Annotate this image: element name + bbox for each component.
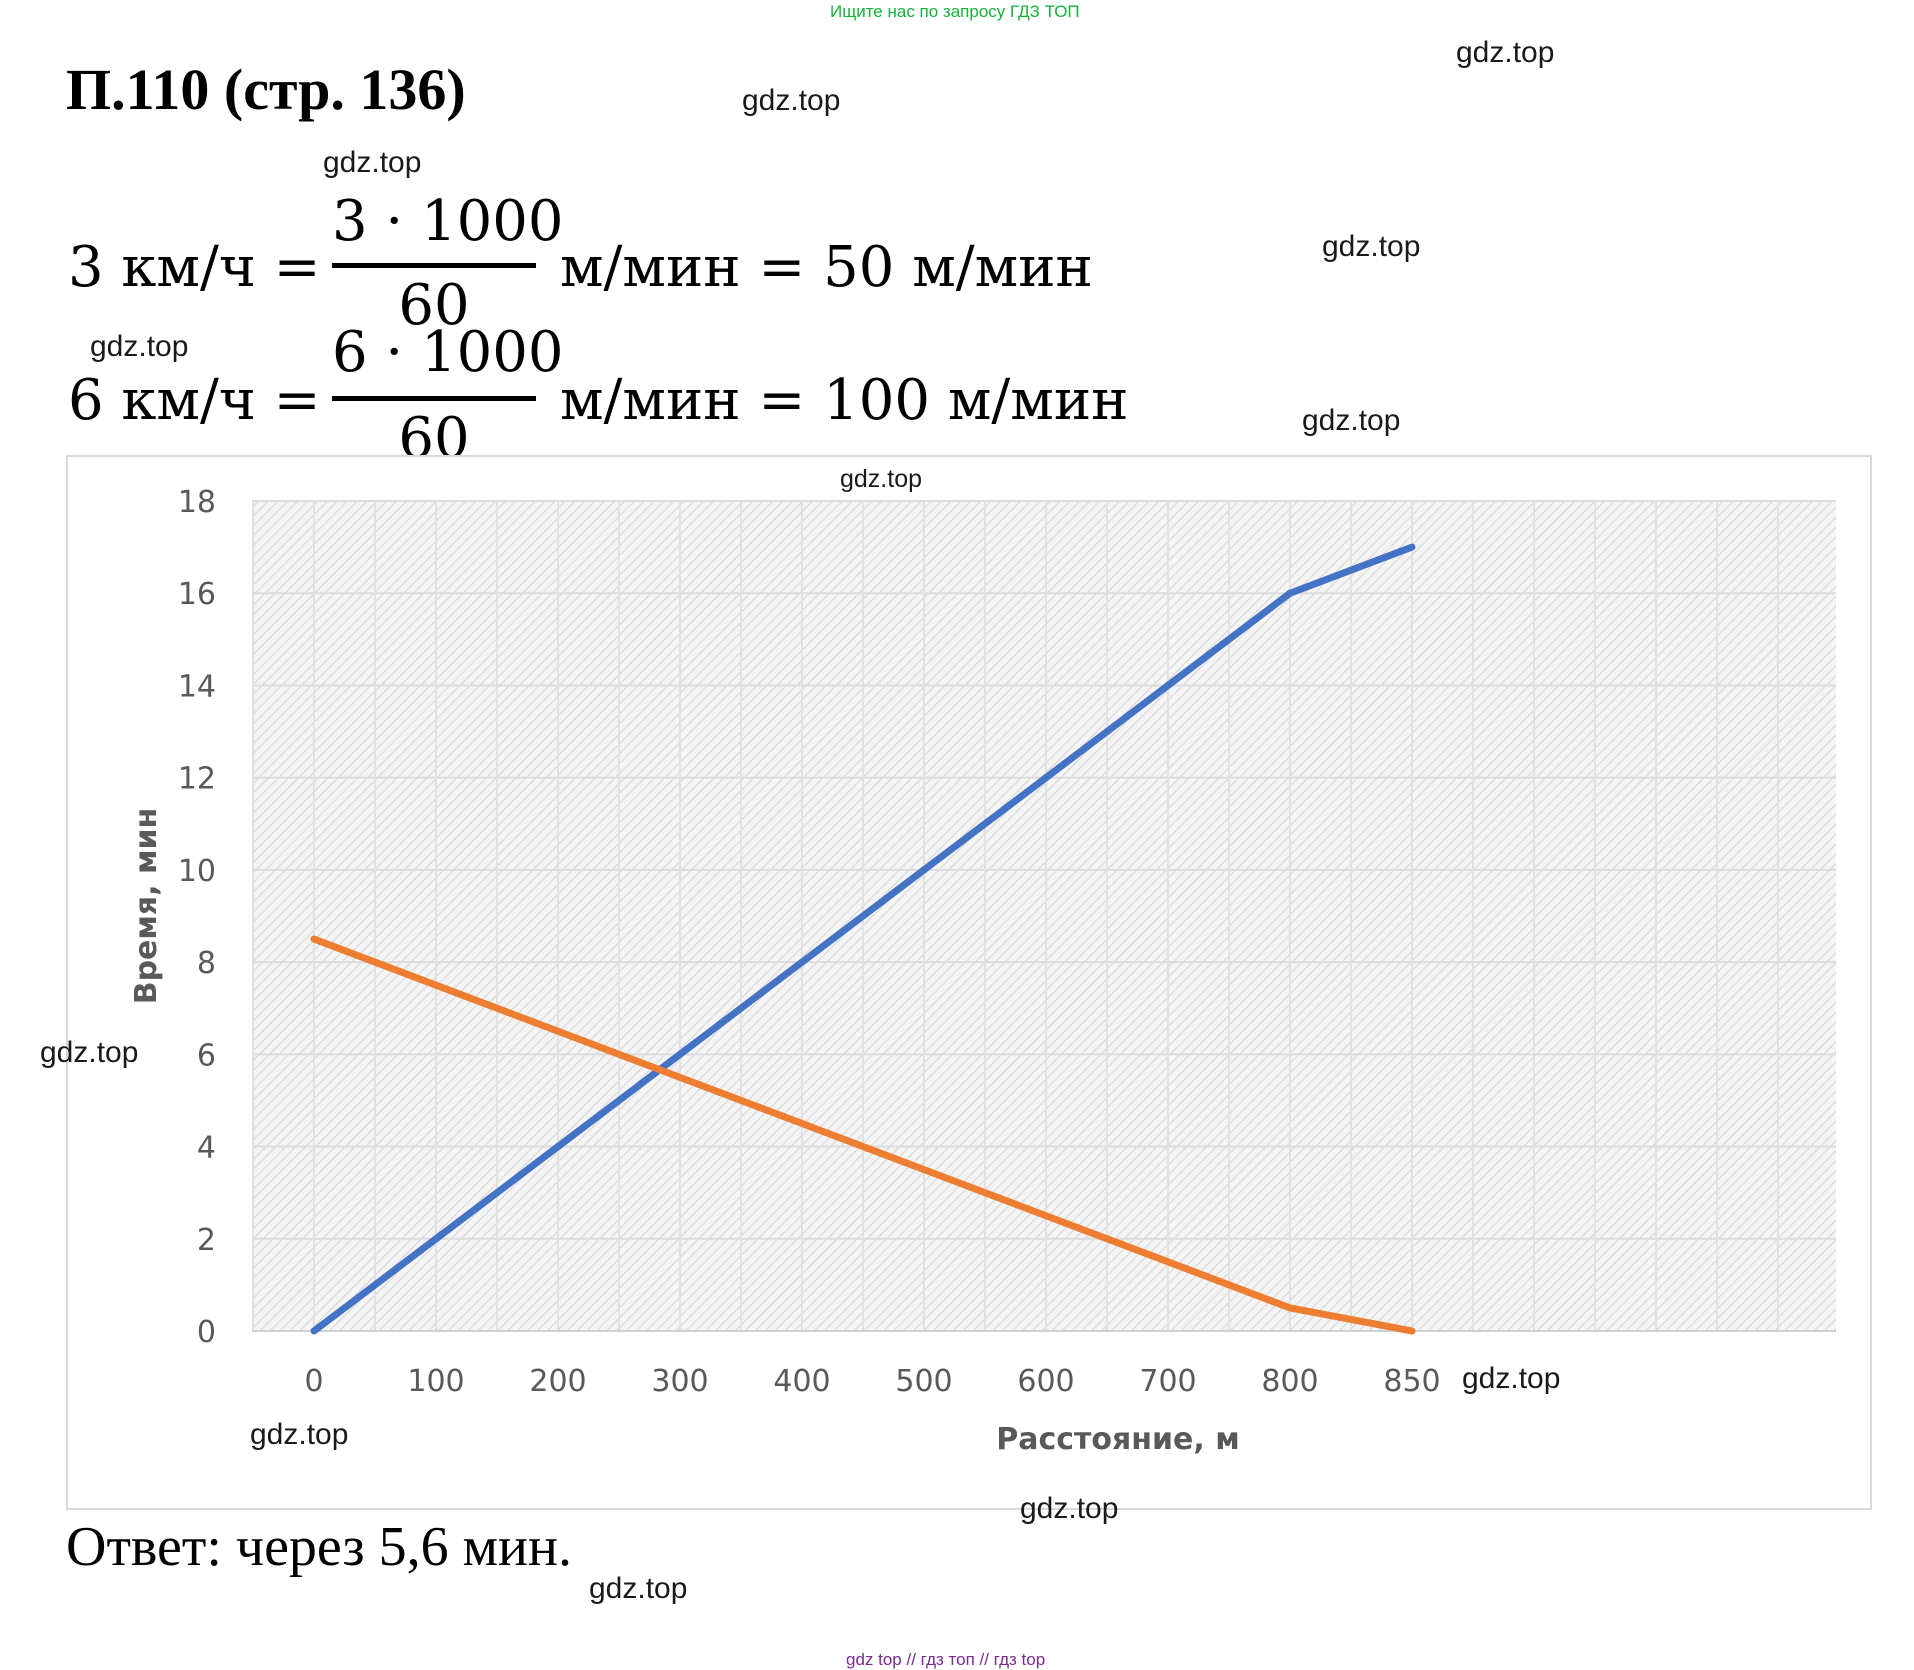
series-line-1 [310,543,1416,1335]
x-tick-label: 200 [529,1364,586,1399]
plot-area [252,501,1836,1331]
y-tick-label: 6 [197,1038,216,1073]
watermark: gdz.top [1322,230,1421,263]
footer-links[interactable]: gdz top // гдз топ // гдз top [846,1650,1046,1669]
equation-1-fraction-bar [332,263,536,268]
x-tick-label: 600 [1017,1364,1074,1399]
equation-2-rhs: м/мин = 100 м/мин [560,368,1129,433]
y-tick-label: 2 [197,1223,216,1258]
x-tick-label: 400 [773,1364,830,1399]
x-tick-label: 100 [407,1364,464,1399]
x-tick-label: 700 [1139,1364,1196,1399]
watermark: gdz.top [250,1418,349,1451]
watermark: gdz.top [742,84,841,117]
x-tick-label: 0 [304,1364,323,1399]
top-search-link[interactable]: Ищите нас по запросу ГДЗ ТОП [830,2,1080,21]
line-chart: 0 2 4 6 8 10 12 14 16 18 0 100 200 300 400 500 600 700 80… [129,485,1836,1457]
equation-1-rhs: м/мин = 50 м/мин [560,235,1093,300]
equation-2-lhs: 6 км/ч = [68,368,321,433]
watermark: gdz.top [1462,1362,1561,1395]
watermark: gdz.top [840,465,923,493]
x-tick-label: 850 [1383,1364,1440,1399]
watermark: gdz.top [1302,404,1401,437]
y-tick-label: 0 [197,1315,216,1350]
watermark: gdz.top [1020,1492,1119,1525]
y-axis-label: Время, мин [129,808,164,1005]
watermark: gdz.top [1456,36,1555,69]
y-tick-label: 12 [178,762,216,797]
y-tick-label: 8 [197,946,216,981]
watermark: gdz.top [40,1036,139,1069]
y-tick-label: 10 [178,854,216,889]
y-tick-label: 16 [178,577,216,612]
series-line-2 [310,935,1416,1335]
chart-frame: 0 2 4 6 8 10 12 14 16 18 0 100 200 300 400 500 600 700 80… [66,455,1872,1510]
x-tick-label: 800 [1261,1364,1318,1399]
watermark: gdz.top [323,146,422,179]
y-tick-label: 4 [197,1131,216,1166]
equation-2-numerator: 6 · 1000 [332,320,564,385]
x-tick-label: 500 [895,1364,952,1399]
y-tick-label: 14 [178,669,216,704]
equation-1-denominator: 60 [398,273,470,338]
problem-title: П.110 (стр. 136) [66,57,466,122]
y-tick-label: 18 [178,485,216,520]
equation-1-lhs: 3 км/ч = [68,235,321,300]
equation-1-numerator: 3 · 1000 [332,189,564,254]
x-tick-label: 300 [651,1364,708,1399]
watermark: gdz.top [589,1572,688,1605]
watermark: gdz.top [90,330,189,363]
x-axis-label: Расстояние, м [996,1422,1240,1457]
answer-text: Ответ: через 5,6 мин. [66,1516,572,1578]
equation-2-fraction-bar [332,396,536,401]
